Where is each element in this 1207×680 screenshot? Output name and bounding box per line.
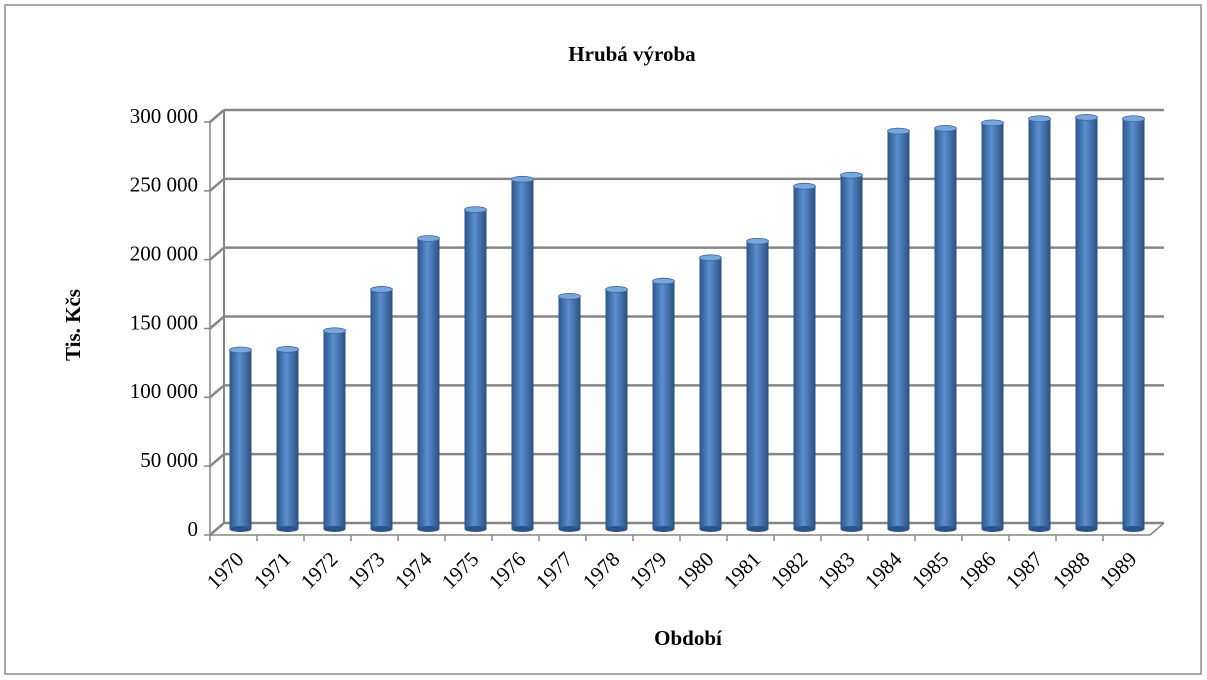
grid-diagonal bbox=[209, 315, 225, 330]
bar bbox=[699, 254, 722, 532]
bar bbox=[746, 237, 769, 532]
y-tick-label: 0 bbox=[188, 517, 199, 541]
bar bbox=[1122, 115, 1145, 532]
bar bbox=[464, 206, 487, 532]
bar bbox=[370, 286, 393, 532]
grid-diagonal bbox=[209, 109, 225, 123]
bar bbox=[1075, 113, 1098, 532]
grid-diagonal bbox=[209, 177, 225, 192]
bar bbox=[417, 235, 440, 532]
y-tick-label: 100 000 bbox=[130, 379, 198, 403]
bar bbox=[981, 119, 1004, 532]
bar bbox=[1028, 115, 1051, 532]
y-tick-label: 50 000 bbox=[140, 448, 198, 472]
x-axis-back bbox=[1149, 522, 1165, 536]
bar bbox=[323, 327, 346, 532]
y-tick-label: 200 000 bbox=[130, 241, 198, 265]
x-axis-label: Období bbox=[654, 626, 723, 650]
bar bbox=[934, 124, 957, 532]
bar bbox=[793, 182, 816, 532]
bar bbox=[840, 171, 863, 532]
y-tick-label: 300 000 bbox=[130, 104, 198, 128]
grid-diagonal bbox=[209, 453, 225, 468]
y-axis-label: Tis. Kčs bbox=[61, 289, 85, 361]
grid-diagonal bbox=[209, 246, 225, 261]
bar bbox=[558, 292, 581, 532]
bar bbox=[652, 277, 675, 532]
bar bbox=[887, 127, 910, 532]
grid-diagonal bbox=[209, 384, 225, 399]
grid-diagonal bbox=[209, 522, 225, 536]
bar bbox=[511, 175, 534, 532]
bar bbox=[276, 345, 299, 532]
chart-title: Hrubá výroba bbox=[568, 42, 696, 66]
y-tick-label: 150 000 bbox=[130, 310, 198, 334]
y-tick-label: 250 000 bbox=[130, 173, 198, 197]
bar bbox=[605, 286, 628, 532]
bar bbox=[229, 346, 252, 532]
